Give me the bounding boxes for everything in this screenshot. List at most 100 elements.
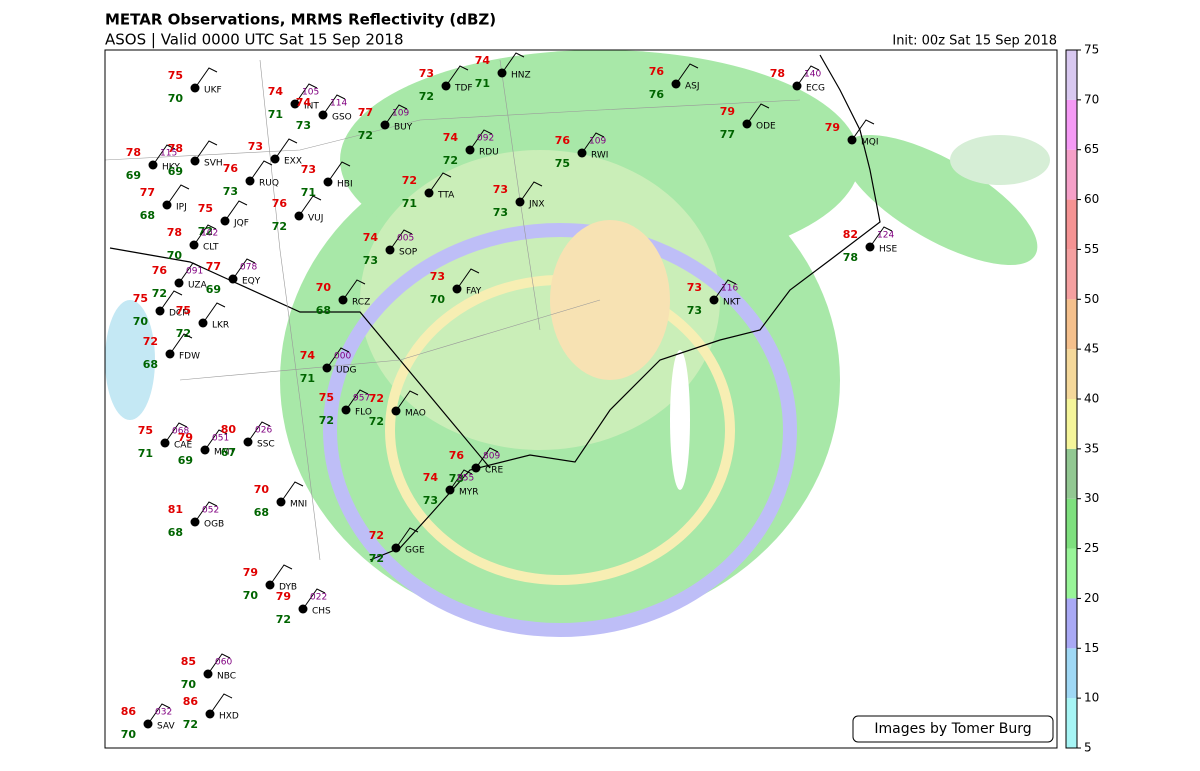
station: 74 72 092 RDU <box>443 129 499 167</box>
station-dot <box>709 295 719 305</box>
station-dot <box>245 176 255 186</box>
station-dot <box>452 284 462 294</box>
station: 79 70 DYB <box>243 564 297 602</box>
wind-barb <box>389 229 413 251</box>
station-temperature: 75 <box>176 304 191 317</box>
station-temperature: 75 <box>168 69 183 82</box>
station-id: UKF <box>204 86 222 96</box>
colorbar-segment <box>1066 349 1077 399</box>
station-dewpoint: 72 <box>152 287 167 300</box>
station: 75 72 957 FLO <box>319 389 372 427</box>
station-dot <box>190 156 200 166</box>
station-id: HBI <box>337 180 353 190</box>
station-pressure: 105 <box>302 88 319 98</box>
station-id: UZA <box>188 281 208 291</box>
station-temperature: 73 <box>430 270 445 283</box>
wind-barb <box>232 258 256 280</box>
station-id: IPJ <box>176 203 187 213</box>
station: 80 67 026 SSC <box>221 421 275 459</box>
station: 73 73 JNX <box>493 181 545 219</box>
wind-barb <box>209 693 233 715</box>
station-dot <box>847 135 857 145</box>
station-id: MNI <box>290 500 307 510</box>
station-dewpoint: 73 <box>363 254 378 267</box>
station-dot <box>148 160 158 170</box>
wind-barb <box>164 422 188 444</box>
station-temperature: 75 <box>198 202 213 215</box>
station: 74 71 HNZ <box>475 52 531 90</box>
station: 76 72 VUJ <box>272 195 323 233</box>
station-temperature: 70 <box>254 483 270 496</box>
wind-barb <box>713 279 737 301</box>
station-pressure: 000 <box>334 352 351 362</box>
colorbar: 5 10 15 20 25 30 35 40 45 50 55 60 65 70 75 <box>1065 43 1099 755</box>
wind-barb <box>224 200 248 222</box>
station-dot <box>445 485 455 495</box>
station: 77 68 IPJ <box>140 184 190 222</box>
station-temperature: 76 <box>152 264 168 277</box>
station-pressure: 109 <box>589 137 606 147</box>
station-id: GGE <box>405 546 425 556</box>
wind-barb <box>322 94 346 116</box>
station-dot <box>424 188 434 198</box>
station-temperature: 76 <box>449 449 465 462</box>
station-temperature: 73 <box>419 67 434 80</box>
station-temperature: 75 <box>133 292 148 305</box>
station-dot <box>220 216 230 226</box>
wind-barb <box>581 132 605 154</box>
station-dot <box>792 81 802 91</box>
station-id: VUJ <box>308 214 323 224</box>
station-temperature: 74 <box>363 231 379 244</box>
wind-barb <box>746 103 770 125</box>
colorbar-segment <box>1066 598 1077 649</box>
station-dewpoint: 73 <box>296 119 311 132</box>
colorbar-tick-label: 15 <box>1084 641 1099 655</box>
station: 77 72 109 BUY <box>358 104 413 142</box>
station: 79 MQI <box>825 119 879 148</box>
station-dewpoint: 71 <box>138 447 153 460</box>
station-dot <box>165 349 175 359</box>
wind-barb <box>247 421 271 443</box>
station-pressure: 078 <box>240 263 257 273</box>
map <box>104 50 1057 748</box>
station: 79 69 051 MMT <box>178 429 236 467</box>
wind-barb <box>456 268 480 290</box>
station-dot <box>385 245 395 255</box>
station-pressure: 005 <box>397 234 414 244</box>
station-id: SOP <box>399 248 418 258</box>
station-dot <box>322 363 332 373</box>
station-id: ODE <box>756 122 776 132</box>
station-temperature: 74 <box>443 131 459 144</box>
station-dot <box>205 709 215 719</box>
station-dewpoint: 68 <box>254 506 269 519</box>
station-temperature: 78 <box>126 146 141 159</box>
station-temperature: 86 <box>121 705 137 718</box>
station: 73 72 TDF <box>419 65 473 103</box>
credit-box <box>852 715 1054 743</box>
station-id: TDF <box>454 84 473 94</box>
station-dot <box>143 719 153 729</box>
wind-barb <box>475 447 499 469</box>
station: 75 70 DCM <box>133 290 190 328</box>
colorbar-tick-label: 60 <box>1084 192 1099 206</box>
station-dewpoint: 77 <box>720 128 735 141</box>
station-pressure: 140 <box>804 70 821 80</box>
station: 75 72 LKR <box>176 302 229 340</box>
wind-barb <box>869 226 893 248</box>
station-dewpoint: 73 <box>493 206 508 219</box>
wind-barb <box>194 501 218 523</box>
station-dot <box>228 274 238 284</box>
station-dewpoint: 72 <box>369 552 384 565</box>
station-temperature: 77 <box>206 260 221 273</box>
station-dot <box>174 278 184 288</box>
station-dewpoint: 67 <box>221 446 236 459</box>
station: 74 73 855 MYR <box>423 469 479 507</box>
station: 79 77 ODE <box>720 103 776 141</box>
station-temperature: 85 <box>181 655 196 668</box>
wind-barb <box>202 302 226 324</box>
wind-barb <box>384 104 408 126</box>
station-dot <box>671 79 681 89</box>
wind-barb <box>178 262 202 284</box>
station: 79 72 022 CHS <box>276 588 331 626</box>
